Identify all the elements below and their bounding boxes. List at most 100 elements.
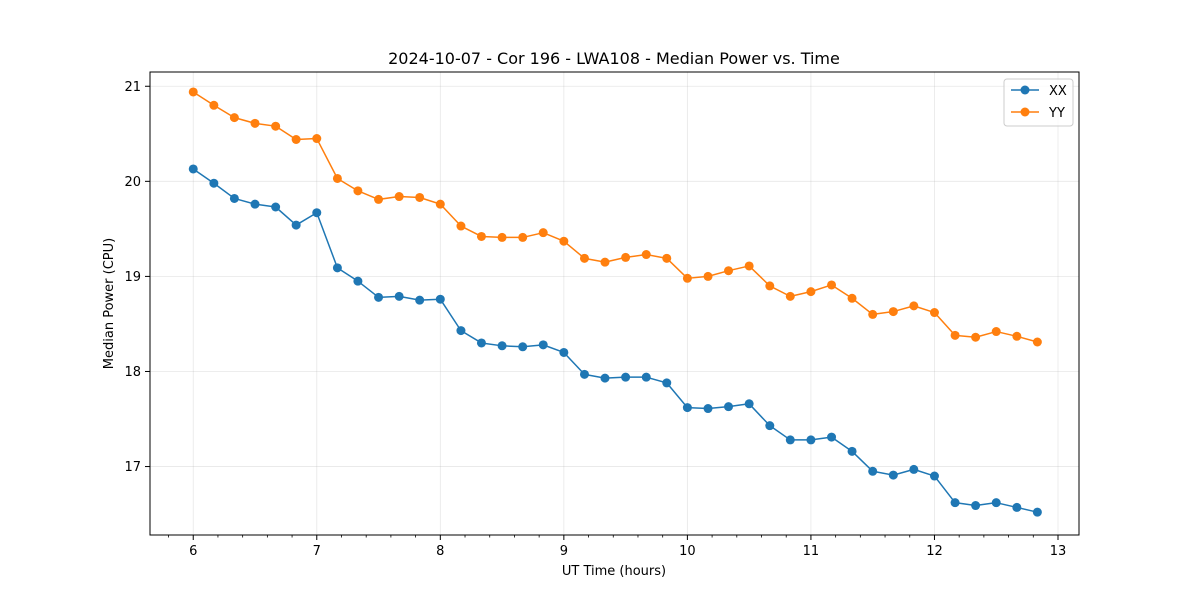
data-point-xx — [929, 471, 939, 481]
data-point-yy — [724, 266, 734, 276]
data-point-xx — [456, 326, 466, 336]
data-point-xx — [476, 338, 486, 348]
data-point-xx — [744, 399, 754, 409]
y-tick-label: 20 — [124, 175, 141, 190]
data-point-yy — [888, 307, 898, 317]
data-point-yy — [353, 186, 363, 196]
y-tick-label: 17 — [124, 460, 141, 475]
data-point-xx — [909, 464, 919, 474]
data-point-xx — [662, 378, 672, 388]
data-point-yy — [435, 199, 445, 209]
data-point-yy — [765, 281, 775, 291]
x-tick-label: 11 — [803, 544, 820, 559]
data-point-yy — [271, 121, 281, 131]
data-point-xx — [209, 178, 219, 188]
data-point-yy — [579, 253, 589, 263]
x-tick-label: 13 — [1050, 544, 1067, 559]
data-point-xx — [579, 369, 589, 379]
data-point-yy — [909, 301, 919, 311]
data-point-xx — [559, 347, 569, 357]
data-point-xx — [394, 291, 404, 301]
data-point-xx — [435, 294, 445, 304]
data-point-yy — [621, 252, 631, 262]
data-point-xx — [229, 193, 239, 203]
data-point-yy — [703, 271, 713, 281]
legend-marker-yy — [1020, 107, 1030, 117]
data-point-yy — [1012, 331, 1022, 341]
data-point-yy — [744, 261, 754, 271]
data-point-yy — [394, 192, 404, 202]
data-point-yy — [415, 192, 425, 202]
data-point-xx — [950, 498, 960, 508]
data-point-yy — [518, 232, 528, 242]
data-point-xx — [312, 208, 322, 218]
chart-title: 2024-10-07 - Cor 196 - LWA108 - Median P… — [388, 49, 840, 68]
data-point-xx — [538, 340, 548, 350]
x-tick-label: 12 — [926, 544, 943, 559]
plot-series — [188, 87, 1042, 517]
data-point-yy — [209, 100, 219, 110]
data-point-xx — [250, 199, 260, 209]
x-axis-label: UT Time (hours) — [562, 564, 666, 579]
data-point-xx — [600, 373, 610, 383]
data-point-xx — [291, 220, 301, 230]
legend-label-yy: YY — [1048, 106, 1065, 121]
data-point-yy — [662, 253, 672, 263]
data-point-yy — [847, 293, 857, 303]
data-point-yy — [312, 134, 322, 144]
data-point-yy — [332, 173, 342, 183]
data-point-xx — [188, 164, 198, 174]
data-point-xx — [415, 295, 425, 305]
data-point-xx — [868, 466, 878, 476]
data-point-xx — [1012, 502, 1022, 512]
data-point-yy — [250, 118, 260, 128]
data-point-yy — [827, 280, 837, 290]
legend-marker-xx — [1020, 85, 1030, 95]
x-tick-label: 10 — [679, 544, 696, 559]
data-point-xx — [724, 402, 734, 412]
y-tick-label: 18 — [124, 365, 141, 380]
data-point-yy — [600, 257, 610, 267]
data-point-xx — [971, 501, 981, 511]
data-point-xx — [991, 498, 1001, 508]
data-point-xx — [827, 432, 837, 442]
data-point-yy — [971, 332, 981, 342]
data-point-xx — [682, 403, 692, 413]
data-point-yy — [641, 250, 651, 260]
data-point-xx — [888, 470, 898, 480]
data-point-yy — [868, 309, 878, 319]
data-point-xx — [518, 342, 528, 352]
data-point-yy — [291, 135, 301, 144]
y-tick-label: 19 — [124, 270, 141, 285]
x-tick-label: 7 — [313, 544, 321, 559]
data-point-xx — [641, 372, 651, 382]
data-point-xx — [1032, 507, 1042, 517]
data-point-yy — [476, 231, 486, 241]
data-point-yy — [559, 236, 569, 246]
data-point-xx — [621, 372, 631, 382]
data-point-yy — [682, 273, 692, 283]
data-point-xx — [703, 404, 713, 414]
data-point-yy — [538, 228, 548, 238]
data-point-yy — [806, 287, 816, 297]
x-tick-label: 6 — [189, 544, 197, 559]
data-point-xx — [497, 341, 507, 351]
data-point-xx — [332, 263, 342, 273]
data-point-yy — [374, 194, 384, 204]
data-point-xx — [374, 292, 384, 302]
series-line-xx — [192, 168, 1038, 513]
data-point-xx — [271, 202, 281, 212]
data-point-xx — [847, 446, 857, 456]
data-point-xx — [765, 421, 775, 431]
y-axis-label: Median Power (CPU) — [102, 238, 117, 369]
y-tick-label: 21 — [124, 80, 141, 95]
data-point-xx — [806, 435, 816, 445]
data-point-yy — [991, 327, 1001, 337]
data-point-yy — [456, 221, 466, 231]
data-point-yy — [785, 291, 795, 301]
x-tick-label: 8 — [436, 544, 444, 559]
axes: 6 7 8 9 10 11 12 13 17 18 19 20 21 — [124, 80, 1066, 559]
data-point-yy — [1032, 337, 1042, 347]
